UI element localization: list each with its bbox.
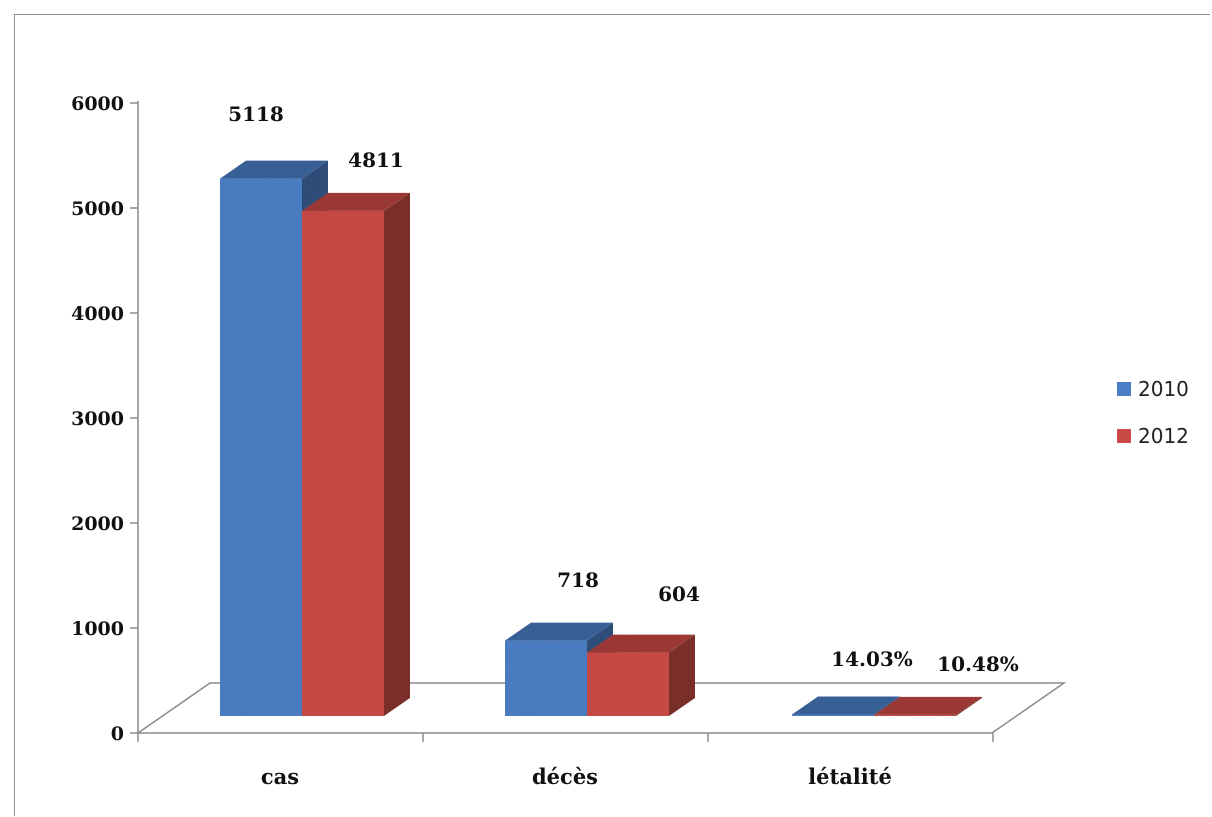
bar-front-face	[587, 652, 669, 716]
y-tick-label: 5000	[71, 198, 124, 220]
x-category-label: cas	[261, 764, 299, 789]
y-tick-label: 6000	[71, 93, 124, 115]
bar-front-face	[302, 210, 384, 716]
bar-2012-décès	[587, 634, 695, 716]
bar-top-face	[220, 160, 328, 179]
bar-top-face	[587, 634, 695, 653]
bar-side-face	[669, 634, 695, 716]
y-tick-label: 1000	[71, 618, 124, 640]
legend-entry-2012: 2012	[1138, 424, 1189, 448]
y-tick-label: 2000	[71, 513, 124, 535]
bar-front-face	[505, 640, 587, 716]
bar-top-face	[302, 192, 410, 211]
data-label: 5118	[228, 102, 284, 126]
bar-front-face	[220, 178, 302, 717]
legend-swatch-2010	[1117, 382, 1131, 396]
chart-frame	[14, 14, 1210, 816]
bar-front-face	[792, 714, 874, 716]
y-tick-label: 3000	[71, 408, 124, 430]
data-label: 10.48%	[937, 652, 1019, 676]
data-label: 14.03%	[831, 647, 913, 671]
x-category-label: létalité	[808, 764, 892, 789]
x-category-label: décès	[532, 764, 598, 789]
legend-entry-2010: 2010	[1138, 377, 1189, 401]
data-label: 604	[658, 582, 700, 606]
bar-top-face	[505, 622, 613, 641]
bar-2012-cas	[302, 192, 410, 717]
bar-side-face	[956, 696, 982, 716]
y-tick-label: 4000	[71, 303, 124, 325]
bar-2012-létalité	[874, 696, 982, 716]
legend-swatch-2012	[1117, 429, 1131, 443]
bar-side-face	[384, 192, 410, 717]
bar-top-face	[874, 696, 982, 715]
data-label: 4811	[348, 148, 404, 172]
bar-top-face	[792, 696, 900, 715]
bar-front-face	[874, 714, 956, 716]
data-label: 718	[557, 568, 599, 592]
y-tick-label: 0	[111, 723, 124, 745]
